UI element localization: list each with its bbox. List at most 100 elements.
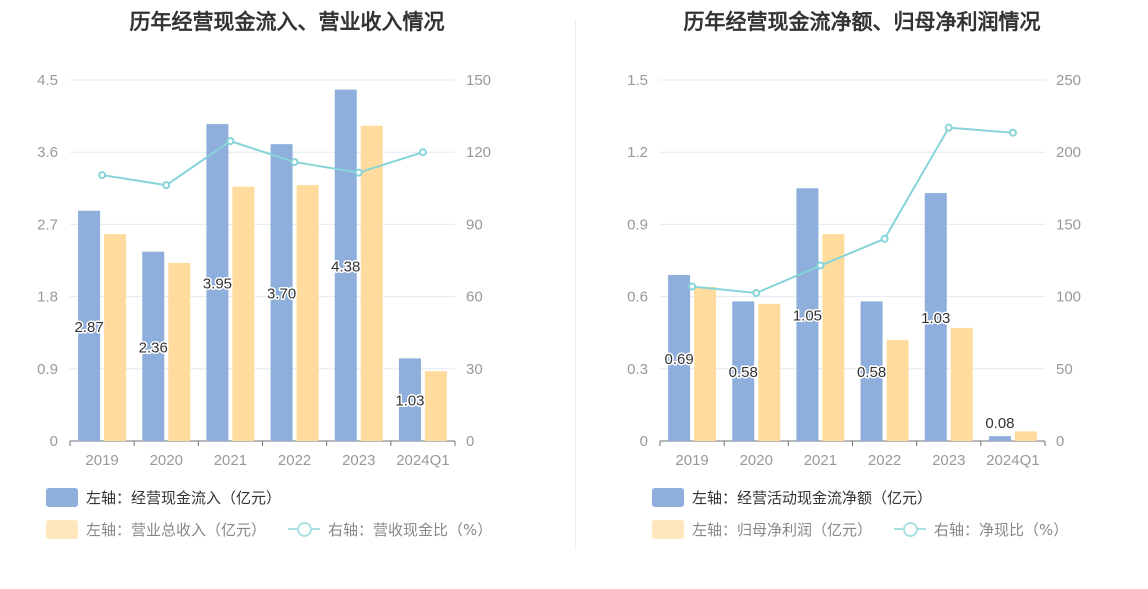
legend-swatch-orange: [46, 519, 78, 539]
bar-orange: [886, 339, 909, 441]
bar-orange: [1014, 431, 1037, 441]
bar-data-label: 1.03: [921, 310, 950, 327]
line-point: [354, 168, 363, 177]
left-tick-label: 4.5: [37, 72, 58, 89]
bar-data-label: 2.36: [139, 339, 168, 356]
x-tick-label: 2022: [278, 452, 311, 469]
left-tick-label: 0.6: [627, 289, 648, 306]
line-point: [816, 261, 825, 270]
legend-label: 左轴：营业总收入（亿元）: [86, 520, 267, 539]
left-tick-label: 0: [50, 433, 58, 450]
line-point: [98, 171, 107, 180]
left-tick-label: 2.7: [37, 216, 58, 233]
x-tick-label: 2021: [804, 452, 837, 469]
line-point: [944, 123, 953, 132]
legend-label: 左轴：经营活动现金流净额（亿元）: [692, 488, 933, 507]
x-tick-label: 2024Q1: [396, 452, 449, 469]
bar-blue: [398, 358, 421, 441]
bar-orange: [104, 234, 127, 441]
legend-swatch-blue: [652, 487, 684, 507]
line-point: [162, 181, 171, 190]
legend-row-2: 左轴：营业总收入（亿元） 右轴：营收现金比（%）: [46, 519, 514, 539]
line-point: [290, 158, 299, 167]
bar-data-label: 1.05: [793, 308, 822, 325]
bar-blue: [270, 144, 293, 441]
bar-blue: [334, 89, 357, 442]
legend-item-ratio[interactable]: 右轴：营收现金比（%）: [288, 519, 492, 540]
right-tick-label: 100: [1056, 289, 1081, 306]
legend-item-cash-inflow[interactable]: 左轴：经营现金流入（亿元）: [46, 487, 281, 508]
bar-blue: [732, 301, 755, 441]
bar-data-label: 2.87: [74, 319, 103, 336]
bar-data-label: 0.69: [664, 351, 693, 368]
right-tick-label: 0: [1056, 433, 1064, 450]
chart-plot-left: 0 0 0.9 30 1.8 60 2.7 90 3.6 120 4.5 150 2019 2020 202…: [37, 72, 491, 469]
left-tick-label: 3.6: [37, 144, 58, 161]
legend-row-2: 左轴：归母净利润（亿元） 右轴：净现比（%）: [652, 519, 1090, 539]
bar-orange: [694, 286, 717, 441]
bar-blue: [988, 436, 1011, 441]
legend-swatch-orange: [652, 519, 684, 539]
right-tick-label: 120: [466, 144, 491, 161]
x-tick-label: 2019: [85, 452, 118, 469]
chart-title: 历年经营现金流入、营业收入情况: [129, 10, 445, 34]
legend-swatch-line: [288, 519, 321, 539]
bar-orange: [360, 125, 383, 441]
left-tick-label: 0: [640, 433, 648, 450]
bar-orange: [296, 185, 319, 441]
line-point: [226, 137, 235, 146]
panel-divider: [575, 20, 576, 550]
legend-row-1: 左轴：经营活动现金流净额（亿元）: [652, 487, 954, 507]
line-point: [688, 282, 697, 291]
bar-blue: [924, 193, 947, 441]
bar-blue: [206, 124, 229, 441]
line-point: [880, 234, 889, 243]
left-tick-label: 1.8: [37, 289, 58, 306]
bar-data-label: 1.03: [395, 393, 424, 410]
bar-orange: [822, 234, 845, 441]
right-tick-label: 200: [1056, 144, 1081, 161]
left-tick-label: 0.9: [627, 216, 648, 233]
x-tick-label: 2023: [932, 452, 965, 469]
chart-panel-left: 历年经营现金流入、营业收入情况 0 0 0.9 30 1.8 60 2.7 90 3.6 120 4…: [37, 10, 514, 539]
bar-orange: [758, 303, 781, 441]
right-tick-label: 50: [1056, 361, 1073, 378]
bar-orange: [168, 262, 191, 441]
right-tick-label: 250: [1056, 72, 1081, 89]
line-point: [1008, 128, 1017, 137]
bar-blue: [796, 188, 819, 441]
legend-swatch-blue: [46, 487, 78, 507]
legend-row-1: 左轴：经营现金流入（亿元）: [46, 487, 303, 507]
line-point: [752, 288, 761, 297]
bar-blue: [860, 301, 883, 441]
right-tick-label: 150: [1056, 216, 1081, 233]
x-tick-label: 2024Q1: [986, 452, 1039, 469]
legend-swatch-line: [894, 519, 927, 539]
chart-title: 历年经营现金流净额、归母净利润情况: [683, 10, 1041, 34]
x-tick-label: 2020: [740, 452, 773, 469]
legend-item-revenue[interactable]: 左轴：营业总收入（亿元）: [46, 519, 266, 540]
bar-blue: [668, 274, 691, 441]
line-point: [418, 148, 427, 157]
bar-blue: [78, 210, 101, 441]
right-tick-label: 90: [466, 216, 483, 233]
bar-data-label: 0.58: [729, 364, 758, 381]
bar-data-label: 0.58: [857, 364, 886, 381]
chart-plot-right: 0 0 0.3 50 0.6 100 0.9 150 1.2 200 1.5 250 2019 2020 2…: [627, 72, 1081, 469]
bar-data-label: 0.08: [985, 415, 1014, 432]
legend-item-net-ratio[interactable]: 右轴：净现比（%）: [894, 519, 1068, 540]
bar-orange: [424, 371, 447, 441]
x-tick-label: 2022: [868, 452, 901, 469]
ratio-line: [691, 126, 1013, 295]
legend-label: 右轴：净现比（%）: [934, 520, 1069, 539]
left-tick-label: 1.2: [627, 144, 648, 161]
right-tick-label: 30: [466, 361, 483, 378]
x-tick-label: 2021: [214, 452, 247, 469]
left-tick-label: 0.3: [627, 361, 648, 378]
x-tick-label: 2023: [342, 452, 375, 469]
bar-orange: [950, 327, 973, 441]
x-tick-label: 2019: [675, 452, 708, 469]
x-tick-label: 2020: [150, 452, 183, 469]
legend-item-net-profit[interactable]: 左轴：归母净利润（亿元）: [652, 519, 872, 540]
legend-item-net-cash[interactable]: 左轴：经营活动现金流净额（亿元）: [652, 487, 932, 508]
